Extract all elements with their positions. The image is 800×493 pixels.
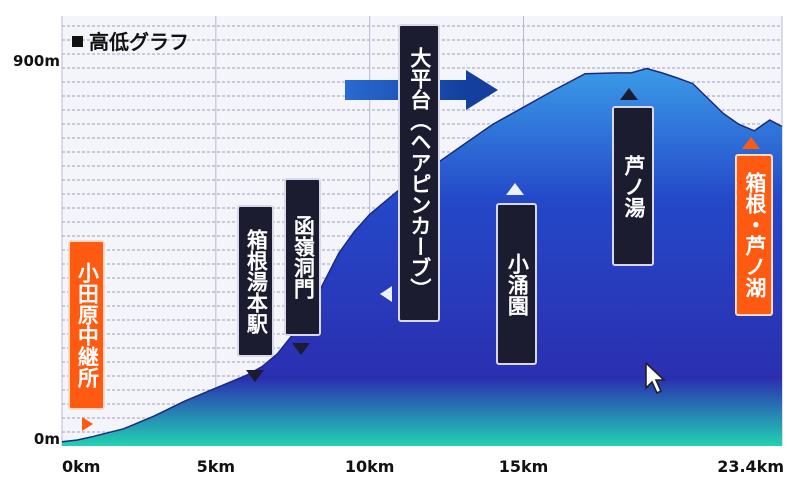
marker-ohiradai-pointer xyxy=(380,286,392,302)
x-tick-label: 0km xyxy=(62,457,100,476)
marker-ashinoko-pointer xyxy=(742,137,760,149)
chart-title: 高低グラフ xyxy=(72,26,189,55)
marker-kowakien-pointer xyxy=(506,183,524,195)
x-tick-label: 10km xyxy=(345,457,395,476)
marker-hakone-tunnel: 函嶺洞門 xyxy=(284,178,321,336)
y-tick-label: 0m xyxy=(34,430,60,448)
marker-ashinoyu: 芦ノ湯 xyxy=(612,106,654,266)
y-tick-label: 900m xyxy=(13,52,60,70)
marker-odawara-pointer xyxy=(82,417,93,431)
x-tick-label: 23.4km xyxy=(717,457,784,476)
x-tick-labels: 0km 5km 10km 15km 23.4km xyxy=(62,457,784,476)
marker-ashinoyu-pointer xyxy=(620,88,638,100)
mouse-cursor-icon xyxy=(645,362,667,395)
marker-kowakien: 小涌園 xyxy=(496,203,537,365)
x-tick-label: 15km xyxy=(499,457,549,476)
marker-hakone-yumoto-pointer xyxy=(246,370,264,382)
y-tick-labels: 0m 900m xyxy=(13,52,60,448)
marker-odawara: 小田原中継所 xyxy=(68,240,105,410)
marker-ashinoko: 箱根・芦ノ湖 xyxy=(735,154,773,316)
x-tick-label: 5km xyxy=(197,457,235,476)
marker-hakone-tunnel-pointer xyxy=(292,343,310,355)
marker-hakone-yumoto: 箱根湯本駅 xyxy=(237,205,274,357)
marker-ohiradai: 大平台（ヘアピンカーブ） xyxy=(398,24,440,322)
